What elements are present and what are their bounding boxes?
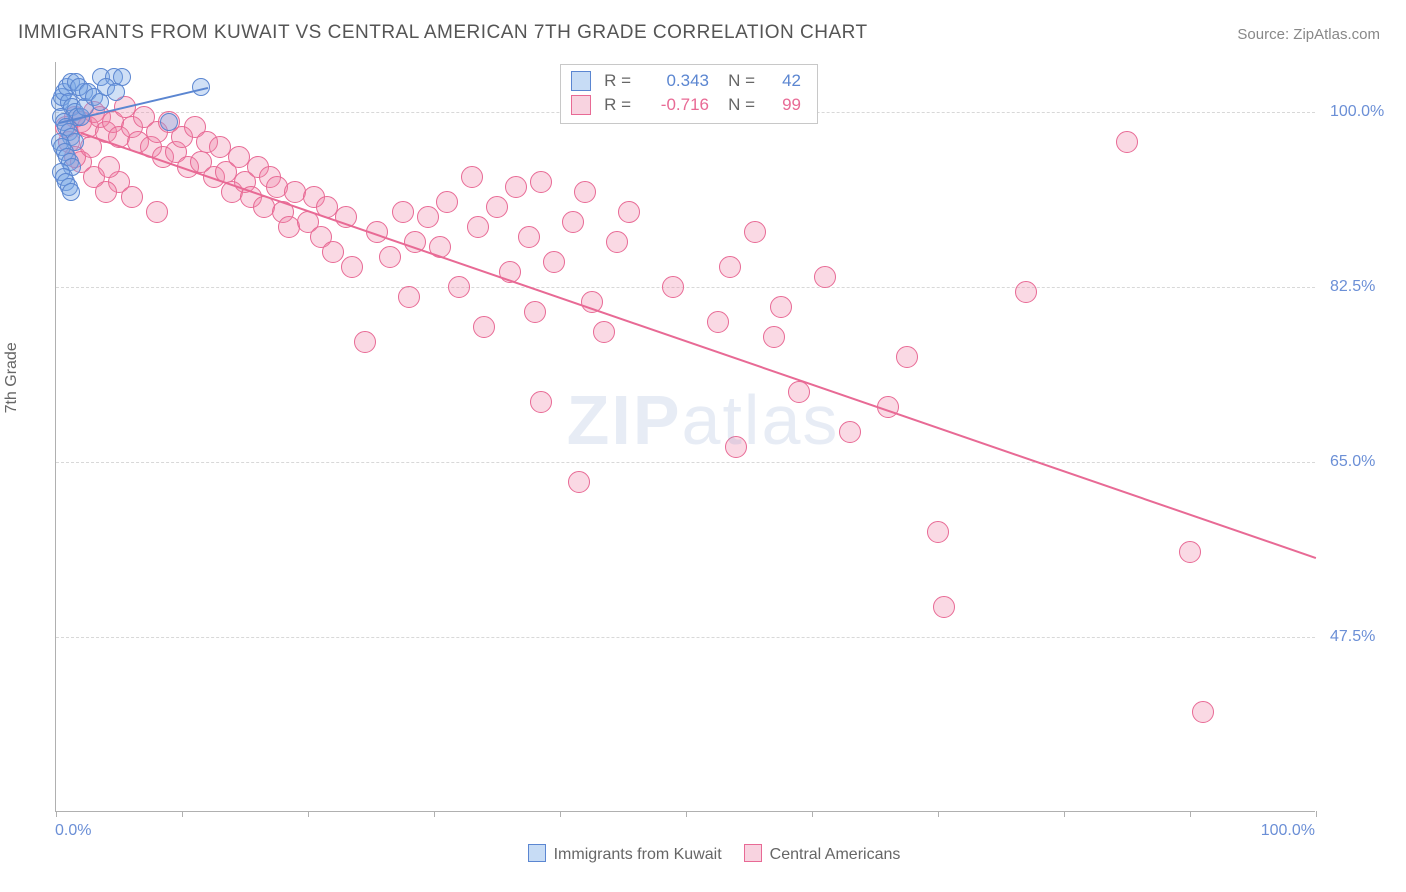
central-point [543, 251, 565, 273]
central-point [524, 301, 546, 323]
central-point [121, 186, 143, 208]
source-attribution: Source: ZipAtlas.com [1237, 26, 1380, 43]
central-trendline [81, 132, 1316, 559]
x-tick-mark [434, 811, 435, 817]
central-point [518, 226, 540, 248]
central-point [1116, 131, 1138, 153]
central-point [505, 176, 527, 198]
n-value: 99 [767, 93, 801, 117]
kuwait-legend-label: Immigrants from Kuwait [554, 846, 722, 863]
central-point [1015, 281, 1037, 303]
kuwait-swatch-icon [528, 844, 546, 862]
central-point [392, 201, 414, 223]
r-value: -0.716 [643, 93, 709, 117]
central-point [98, 156, 120, 178]
bottom-legend: Immigrants from Kuwait Central Americans [0, 844, 1406, 864]
kuwait-point [160, 113, 178, 131]
y-tick-label: 65.0% [1330, 453, 1375, 471]
gridline [56, 462, 1315, 463]
source-link[interactable]: ZipAtlas.com [1293, 26, 1380, 43]
x-tick-mark [812, 811, 813, 817]
central-point [530, 171, 552, 193]
central-point [763, 326, 785, 348]
x-tick-mark [560, 811, 561, 817]
x-tick-label: 100.0% [1261, 822, 1315, 840]
central-point [467, 216, 489, 238]
central-point [896, 346, 918, 368]
central-point [618, 201, 640, 223]
central-point [322, 241, 344, 263]
central-point [744, 221, 766, 243]
x-tick-mark [686, 811, 687, 817]
central-point [473, 316, 495, 338]
central-point [568, 471, 590, 493]
kuwait-point [62, 183, 80, 201]
central-point [725, 436, 747, 458]
y-axis-label: 7th Grade [3, 342, 21, 413]
central-swatch-icon [744, 844, 762, 862]
x-tick-mark [1064, 811, 1065, 817]
central-point [341, 256, 363, 278]
gridline [56, 637, 1315, 638]
r-label: R = [603, 69, 631, 93]
central-point [606, 231, 628, 253]
x-tick-label: 0.0% [55, 822, 91, 840]
central-point [379, 246, 401, 268]
central-point [839, 421, 861, 443]
central-point [486, 196, 508, 218]
central-point [436, 191, 458, 213]
central-point [461, 166, 483, 188]
central-point [448, 276, 470, 298]
kuwait-swatch-icon [571, 71, 591, 91]
central-legend-label: Central Americans [770, 846, 901, 863]
central-point [770, 296, 792, 318]
central-swatch-icon [571, 95, 591, 115]
x-tick-mark [1190, 811, 1191, 817]
chart-container: IMMIGRANTS FROM KUWAIT VS CENTRAL AMERIC… [0, 0, 1406, 892]
n-label: N = [727, 93, 755, 117]
central-point [562, 211, 584, 233]
x-tick-mark [56, 811, 57, 817]
n-value: 42 [767, 69, 801, 93]
gridline [56, 287, 1315, 288]
x-tick-mark [182, 811, 183, 817]
r-label: R = [603, 93, 631, 117]
central-point [1179, 541, 1201, 563]
central-point [417, 206, 439, 228]
central-point [814, 266, 836, 288]
x-tick-mark [1316, 811, 1317, 817]
central-point [593, 321, 615, 343]
central-point [707, 311, 729, 333]
central-point [354, 331, 376, 353]
x-tick-mark [938, 811, 939, 817]
stats-legend-row-kuwait: R = 0.343 N = 42 [571, 69, 801, 93]
central-point [662, 276, 684, 298]
source-label: Source: [1237, 26, 1293, 43]
central-point [574, 181, 596, 203]
central-point [398, 286, 420, 308]
y-tick-label: 82.5% [1330, 278, 1375, 296]
central-point [933, 596, 955, 618]
plot-area [55, 62, 1315, 812]
stats-legend: R = 0.343 N = 42 R = -0.716 N = 99 [560, 64, 818, 124]
y-tick-label: 47.5% [1330, 628, 1375, 646]
kuwait-point [107, 83, 125, 101]
central-point [530, 391, 552, 413]
r-value: 0.343 [643, 69, 709, 93]
stats-legend-row-central: R = -0.716 N = 99 [571, 93, 801, 117]
central-point [927, 521, 949, 543]
x-tick-mark [308, 811, 309, 817]
y-tick-label: 100.0% [1330, 103, 1384, 121]
central-point [1192, 701, 1214, 723]
central-point [146, 201, 168, 223]
central-point [95, 181, 117, 203]
central-point [719, 256, 741, 278]
chart-title: IMMIGRANTS FROM KUWAIT VS CENTRAL AMERIC… [18, 22, 868, 44]
n-label: N = [727, 69, 755, 93]
